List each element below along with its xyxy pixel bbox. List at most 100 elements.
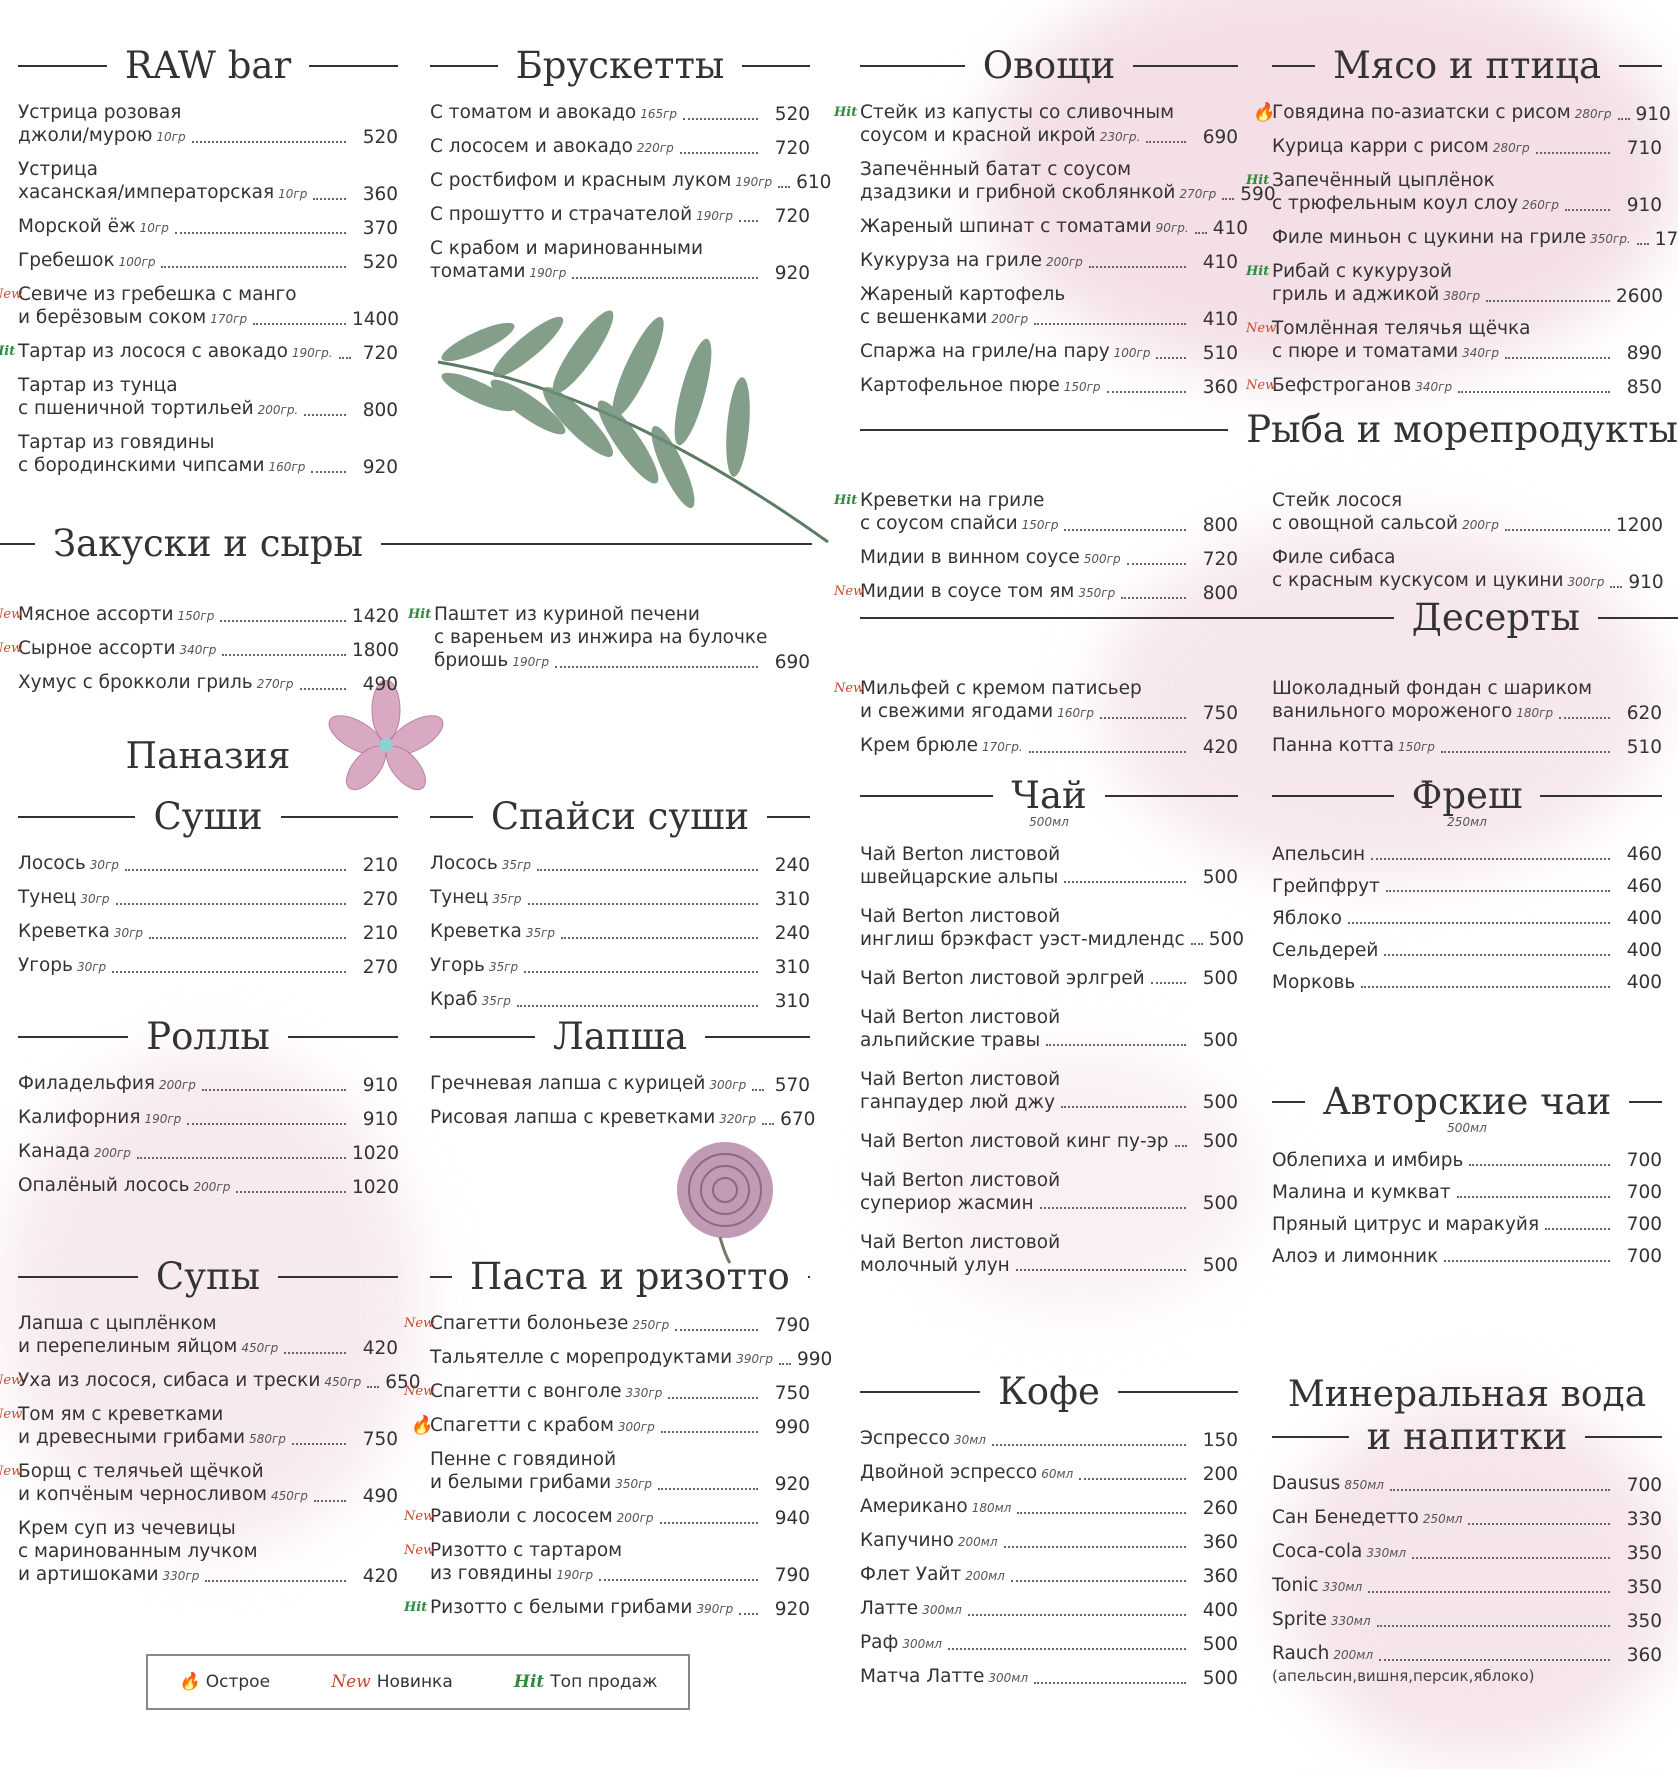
item-weight: 340гр xyxy=(1415,380,1453,394)
menu-item: Опалёный лосось 200гр 1020 xyxy=(18,1174,399,1199)
menu-item: Эспрессо 30мл 150 xyxy=(860,1427,1238,1452)
menu-item: Чай Berton листовой супериор жасмин 500 xyxy=(860,1169,1238,1215)
menu-item: С томатом и авокадо 165гр 520 xyxy=(430,101,810,126)
item-price: 520 xyxy=(362,127,398,148)
item-price: 460 xyxy=(1626,876,1662,897)
item-name: и белыми грибами 350гр xyxy=(430,1472,653,1493)
menu-item: Филе сибаса с красным кускусом и цукини 30… xyxy=(1272,546,1664,594)
item-name: Спагетти с крабом 300гр xyxy=(430,1415,655,1436)
dot-leader xyxy=(1385,890,1610,892)
menu-item: Сельдерей 400 xyxy=(1272,939,1662,962)
dot-leader xyxy=(222,654,346,656)
item-name: томатами 190гр xyxy=(430,261,567,282)
snacks-list-right: Hit Паштет из куриной печени с вареньем из… xyxy=(408,594,810,674)
item-name-line: Чай Berton листовой xyxy=(860,844,1061,865)
dot-leader xyxy=(1100,717,1186,719)
menu-item: Запечённый батат с соусом дзадзики и гриб… xyxy=(860,158,1276,206)
dot-leader xyxy=(1064,529,1186,531)
item-name: Сельдерей xyxy=(1272,940,1379,961)
item-price: 700 xyxy=(1626,1246,1662,1267)
item-price: 510 xyxy=(1626,737,1662,758)
item-name: Rauch 200мл xyxy=(1272,1643,1374,1664)
item-weight: 330мл xyxy=(1322,1580,1363,1594)
item-weight: 390гр xyxy=(696,1602,734,1616)
item-price: 800 xyxy=(1202,515,1238,536)
menu-item: Грейпфрут 460 xyxy=(1272,875,1662,898)
item-price: 400 xyxy=(1202,1600,1238,1621)
item-price: 410 xyxy=(1202,309,1238,330)
item-weight: 190гр xyxy=(696,209,733,223)
rolls-list: Филадельфия 200гр 910 Калифорния 190гр 910 Кан… xyxy=(18,1072,399,1199)
fish-list-right: Стейк лосося с овощной сальсой 200гр 1200 Фи… xyxy=(1272,480,1664,594)
dot-leader xyxy=(1064,881,1186,883)
item-price: 720 xyxy=(774,206,810,227)
menu-item: Hit Ризотто с белыми грибами 390гр 920 xyxy=(404,1596,810,1621)
item-price: 500 xyxy=(1202,1092,1238,1113)
dot-leader xyxy=(1361,986,1610,988)
item-weight: 170гр. xyxy=(982,740,1023,754)
noodles-section: Лапша Гречневая лапша с курицей 300гр 570 Р… xyxy=(430,1015,815,1131)
coffee-header: Кофе xyxy=(860,1370,1238,1413)
item-price: 800 xyxy=(1202,583,1238,604)
item-name: и берёзовым соком 170гр xyxy=(18,307,248,328)
dot-leader xyxy=(561,937,758,939)
item-name: бриошь 190гр xyxy=(434,650,550,671)
item-weight: 330мл xyxy=(1366,1546,1407,1560)
dot-leader xyxy=(338,357,351,359)
dot-leader xyxy=(1194,232,1207,234)
item-weight: 190гр. xyxy=(291,346,333,360)
item-price: 720 xyxy=(362,343,398,364)
menu-item: Чай Berton листовой молочный улун 500 xyxy=(860,1231,1238,1277)
item-price: 240 xyxy=(774,855,810,876)
item-name-line: с маринованным лучком xyxy=(18,1541,258,1562)
item-price: 400 xyxy=(1626,972,1662,993)
item-name-line: Запечённый батат с соусом xyxy=(860,159,1132,180)
item-name: Лосось 30гр xyxy=(18,853,119,874)
item-name: Бефстроганов 340гр xyxy=(1272,375,1453,396)
dot-leader xyxy=(1564,209,1610,211)
new-icon: New xyxy=(0,1464,23,1479)
item-name: Тунец 30гр xyxy=(18,887,110,908)
item-name: Гребешок 100гр xyxy=(18,250,156,271)
dot-leader xyxy=(112,971,346,973)
item-price: 750 xyxy=(774,1383,810,1404)
item-name: Спаржа на гриле/на пару 100гр xyxy=(860,341,1151,362)
item-name: супериор жасмин xyxy=(860,1193,1034,1214)
menu-item: Rauch 200мл 360 xyxy=(1272,1642,1662,1667)
menu-item: Латте 300мл 400 xyxy=(860,1597,1238,1622)
item-weight: 150гр xyxy=(1398,740,1435,754)
section-title: Мясо и птица xyxy=(1332,44,1602,87)
item-weight: 150гр xyxy=(1021,518,1059,532)
item-price: 240 xyxy=(774,923,810,944)
dot-leader xyxy=(115,903,346,905)
item-name: Тальятелле с морепродуктами 390гр xyxy=(430,1347,774,1368)
dot-leader xyxy=(779,1363,792,1365)
new-icon: New xyxy=(834,681,865,696)
item-price: 410 xyxy=(1212,218,1248,239)
menu-item: Тальятелле с морепродуктами 390гр 990 xyxy=(430,1346,832,1371)
item-name: Угорь 35гр xyxy=(430,955,519,976)
item-price: 700 xyxy=(1626,1214,1662,1235)
item-price: 1800 xyxy=(352,640,400,661)
item-name: Тунец 35гр xyxy=(430,887,522,908)
item-name: Жареный шпинат с томатами 90гр. xyxy=(860,216,1189,237)
dot-leader xyxy=(659,1522,758,1524)
dot-leader xyxy=(675,1329,758,1331)
menu-item: New Спагетти болоньезе 250гр 790 xyxy=(404,1312,810,1337)
item-price: 920 xyxy=(774,263,810,284)
menu-item: Hit Рибай с кукурузой гриль и аджикой 380гр… xyxy=(1246,260,1663,308)
dot-leader xyxy=(299,688,346,690)
item-weight: 350гр. xyxy=(1590,232,1631,246)
menu-item: Канада 200гр 1020 xyxy=(18,1140,399,1165)
item-name-line: Устрица розовая xyxy=(18,102,182,123)
item-name: Tonic 330мл xyxy=(1272,1575,1363,1596)
item-name: джоли/мурою 10гр xyxy=(18,125,186,146)
fresh-header: Фреш xyxy=(1272,774,1663,817)
dot-leader xyxy=(236,1191,346,1193)
dot-leader xyxy=(1617,118,1630,120)
item-price: 260 xyxy=(1202,1498,1238,1519)
item-name: Филадельфия 200гр xyxy=(18,1073,196,1094)
item-name: с пюре и томатами 340гр xyxy=(1272,341,1499,362)
